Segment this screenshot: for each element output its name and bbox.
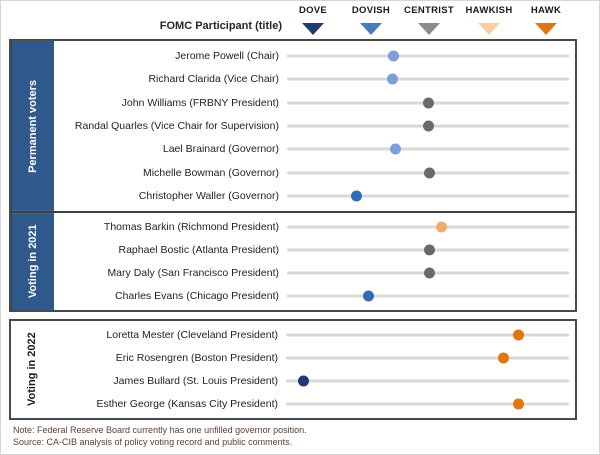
participant-name: Eric Rosengren (Boston President) bbox=[115, 352, 278, 365]
stance-track bbox=[287, 261, 569, 284]
source-line: Source: CA-CIB analysis of policy voting… bbox=[13, 436, 293, 447]
participant-row: Loretta Mester (Cleveland President) bbox=[53, 324, 575, 347]
legend-item-hawk: HAWK bbox=[506, 5, 586, 35]
participant-row: Eric Rosengren (Boston President) bbox=[53, 347, 575, 370]
stance-dot bbox=[422, 120, 434, 132]
legend-item-centrist: CENTRIST bbox=[389, 5, 469, 35]
track-line bbox=[287, 77, 569, 81]
stance-track bbox=[287, 239, 569, 262]
participant-row: Christopher Waller (Governor) bbox=[54, 185, 575, 208]
stance-track bbox=[287, 185, 569, 208]
stance-dot bbox=[350, 190, 362, 202]
hawkish-triangle-icon bbox=[478, 23, 500, 35]
section-label: Voting in 2021 bbox=[11, 212, 54, 310]
participant-row: John Williams (FRBNY President) bbox=[54, 91, 575, 114]
voters-2021-box: Permanent voters Jerome Powell (Chair) Ric… bbox=[9, 39, 577, 312]
stance-dot bbox=[298, 375, 310, 387]
dove-triangle-icon bbox=[302, 23, 324, 35]
participant-name: John Williams (FRBNY President) bbox=[121, 96, 279, 109]
stance-track bbox=[287, 284, 569, 307]
stance-track bbox=[286, 324, 569, 347]
participant-name: Michelle Bowman (Governor) bbox=[143, 166, 279, 179]
legend-label: HAWKISH bbox=[465, 5, 513, 16]
participant-row: Esther George (Kansas City President) bbox=[53, 392, 575, 415]
stance-track bbox=[287, 91, 569, 114]
track-line bbox=[286, 402, 569, 406]
participant-row: Charles Evans (Chicago President) bbox=[54, 284, 575, 307]
stance-dot bbox=[389, 143, 401, 155]
participant-name: Randal Quarles (Vice Chair for Supervisi… bbox=[74, 119, 279, 132]
track-line bbox=[287, 147, 569, 151]
stance-dot bbox=[497, 352, 509, 364]
section-permanent-voters: Permanent voters Jerome Powell (Chair) Ric… bbox=[11, 41, 575, 211]
participant-row: Michelle Bowman (Governor) bbox=[54, 161, 575, 184]
participant-row: Lael Brainard (Governor) bbox=[54, 138, 575, 161]
legend-label: DOVE bbox=[298, 5, 328, 16]
track-line bbox=[287, 54, 569, 58]
stance-dot bbox=[424, 244, 436, 256]
legend-label: CENTRIST bbox=[404, 5, 454, 16]
section-voting-2021: Voting in 2021 Thomas Barkin (Richmond Pr… bbox=[11, 212, 575, 310]
participant-name: Raphael Bostic (Atlanta President) bbox=[118, 244, 280, 257]
stance-track bbox=[287, 67, 569, 90]
participant-name: Jerome Powell (Chair) bbox=[175, 49, 279, 62]
participant-name: Christopher Waller (Governor) bbox=[138, 190, 279, 203]
participant-row: Raphael Bostic (Atlanta President) bbox=[54, 239, 575, 262]
track-line bbox=[286, 379, 569, 383]
track-line bbox=[287, 194, 569, 198]
track-line bbox=[286, 356, 569, 360]
participant-name: Thomas Barkin (Richmond President) bbox=[103, 221, 279, 234]
stance-dot bbox=[387, 50, 399, 62]
stance-dot bbox=[422, 97, 434, 109]
legend-item-dove: DOVE bbox=[273, 5, 353, 35]
legend-label: HAWK bbox=[530, 5, 562, 16]
participant-name: Charles Evans (Chicago President) bbox=[115, 289, 279, 302]
track-line bbox=[287, 225, 569, 229]
stance-dot bbox=[423, 267, 435, 279]
participant-row: Mary Daly (San Francisco President) bbox=[54, 261, 575, 284]
section-divider bbox=[11, 210, 575, 213]
stance-dot bbox=[512, 329, 524, 341]
stance-track bbox=[287, 161, 569, 184]
track-line bbox=[286, 333, 569, 337]
section-voting-2022: Voting in 2022 Loretta Mester (Cleveland … bbox=[11, 321, 575, 418]
participant-name: Richard Clarida (Vice Chair) bbox=[148, 73, 279, 86]
stance-dot bbox=[386, 73, 398, 85]
stance-dot bbox=[436, 221, 448, 233]
legend-label: DOVISH bbox=[351, 5, 391, 16]
participant-name: Loretta Mester (Cleveland President) bbox=[106, 329, 278, 342]
stance-track bbox=[286, 347, 569, 370]
stance-track bbox=[287, 44, 569, 67]
stance-track bbox=[286, 392, 569, 415]
participant-row: Jerome Powell (Chair) bbox=[54, 44, 575, 67]
voters-2022-box: Voting in 2022 Loretta Mester (Cleveland … bbox=[9, 319, 577, 420]
participant-name: Mary Daly (San Francisco President) bbox=[107, 266, 279, 279]
stance-track bbox=[287, 216, 569, 239]
participant-name: Esther George (Kansas City President) bbox=[96, 397, 279, 410]
footnotes: Note: Federal Reserve Board currently ha… bbox=[13, 425, 307, 448]
participant-row: Richard Clarida (Vice Chair) bbox=[54, 67, 575, 90]
participant-row: Thomas Barkin (Richmond President) bbox=[54, 216, 575, 239]
stance-track bbox=[287, 138, 569, 161]
section-label: Permanent voters bbox=[11, 41, 54, 211]
dovish-triangle-icon bbox=[360, 23, 382, 35]
participant-column-header: FOMC Participant (title) bbox=[159, 20, 282, 32]
track-line bbox=[287, 294, 569, 298]
stance-dot bbox=[423, 167, 435, 179]
legend-item-dovish: DOVISH bbox=[331, 5, 411, 35]
stance-dot bbox=[362, 290, 374, 302]
legend-item-hawkish: HAWKISH bbox=[449, 5, 529, 35]
participant-row: James Bullard (St. Louis President) bbox=[53, 370, 575, 393]
stance-dot bbox=[512, 398, 524, 410]
participant-name: Lael Brainard (Governor) bbox=[162, 143, 279, 156]
stance-track bbox=[286, 370, 569, 393]
stance-track bbox=[287, 114, 569, 137]
note-line: Note: Federal Reserve Board currently ha… bbox=[13, 425, 307, 435]
participant-row: Randal Quarles (Vice Chair for Supervisi… bbox=[54, 114, 575, 137]
section-label: Voting in 2022 bbox=[11, 321, 53, 418]
centrist-triangle-icon bbox=[418, 23, 440, 35]
participant-name: James Bullard (St. Louis President) bbox=[113, 374, 278, 387]
hawk-triangle-icon bbox=[535, 23, 557, 35]
